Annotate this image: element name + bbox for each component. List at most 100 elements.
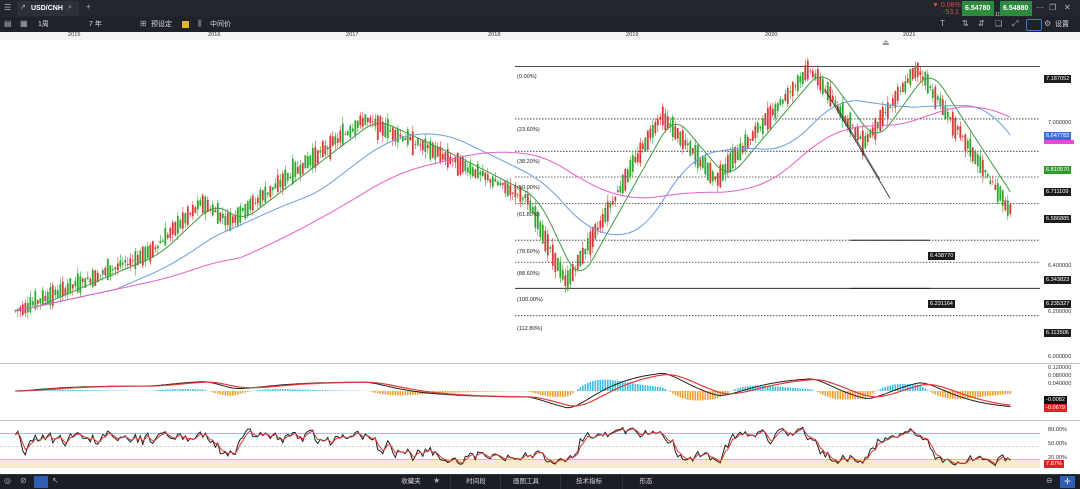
- candle: [607, 202, 609, 222]
- tab-favorites[interactable]: 收藏夹: [390, 475, 432, 489]
- candle: [927, 74, 929, 94]
- candle: [767, 108, 769, 130]
- candle: [637, 153, 639, 162]
- ask-button[interactable]: 6.54880: [1000, 1, 1032, 16]
- candle: [152, 241, 154, 257]
- candle: [854, 128, 856, 138]
- close-icon[interactable]: ✕: [1064, 2, 1071, 14]
- macd-histogram-bar: [470, 391, 472, 392]
- macd-histogram-bar: [670, 391, 672, 392]
- duplicate-icon[interactable]: ❏: [995, 18, 1002, 30]
- candle: [539, 222, 541, 237]
- zoom-out-icon[interactable]: ⊖: [1046, 475, 1053, 487]
- macd-histogram-bar: [187, 389, 189, 391]
- candle: [569, 269, 571, 285]
- interval-select[interactable]: 1周: [38, 19, 49, 30]
- macd-histogram-bar: [467, 391, 469, 392]
- panel-divider[interactable]: [0, 363, 1080, 364]
- macd-histogram-bar: [975, 391, 977, 398]
- candle: [959, 126, 961, 138]
- candle: [467, 168, 469, 173]
- candle: [684, 140, 686, 146]
- hamburger-icon[interactable]: ☰: [4, 2, 11, 14]
- pointer-icon[interactable]: ↖: [52, 475, 59, 487]
- macd-histogram-bar: [695, 391, 697, 401]
- macd-histogram-bar: [945, 391, 947, 398]
- y-tick: 50.00%: [1048, 441, 1067, 447]
- star-icon[interactable]: ★: [433, 475, 440, 487]
- candle: [742, 146, 744, 153]
- candle: [884, 112, 886, 113]
- lock-icon[interactable]: ⏏: [882, 38, 890, 47]
- tab-patterns[interactable]: 形态: [622, 475, 669, 489]
- candle: [314, 147, 316, 168]
- compare-icon[interactable]: ⇵: [978, 18, 985, 30]
- range-select[interactable]: 7 年: [89, 19, 102, 30]
- candle: [929, 86, 931, 88]
- candle: [357, 121, 359, 128]
- macd-histogram-bar: [170, 389, 172, 391]
- macd-histogram-bar: [382, 391, 384, 394]
- tab-timeframe[interactable]: 时间段: [450, 475, 501, 489]
- fit-icon[interactable]: ✛: [1060, 476, 1075, 488]
- macd-histogram-bar: [337, 390, 339, 391]
- tab-drawing-tools[interactable]: 画图工具: [500, 475, 551, 489]
- expand-icon[interactable]: ⤢: [1012, 18, 1018, 30]
- candle: [807, 61, 809, 80]
- panel-divider[interactable]: [0, 420, 1080, 421]
- preset-button[interactable]: 预设定: [151, 19, 172, 30]
- macd-histogram-bar: [987, 391, 989, 396]
- candle: [387, 119, 389, 138]
- candle: [774, 104, 776, 118]
- tab-indicators[interactable]: 技术指标: [560, 475, 617, 489]
- macd-histogram-bar: [372, 391, 374, 392]
- macd-histogram-bar: [1010, 391, 1012, 394]
- add-tab-icon[interactable]: +: [86, 1, 91, 13]
- macd-histogram-bar: [837, 391, 839, 399]
- y-tick: 6.200000: [1048, 309, 1071, 315]
- restore-window-icon[interactable]: ❐: [1049, 2, 1056, 14]
- bid-button[interactable]: 6.54780: [962, 1, 994, 16]
- macd-histogram-bar: [937, 391, 939, 396]
- more-icon[interactable]: ⋯: [1036, 2, 1044, 14]
- candle: [567, 271, 569, 290]
- candle: [317, 150, 319, 163]
- layout-icon[interactable]: ▤: [4, 18, 12, 30]
- macd-histogram-bar: [272, 389, 274, 391]
- no-draw-icon[interactable]: ⊘: [20, 475, 27, 487]
- candle: [197, 201, 199, 210]
- candle: [892, 98, 894, 106]
- candle: [517, 195, 519, 196]
- chart-area[interactable]: ⏏ (0.00%) (23.60%) (38.20%) (50.00%) (61…: [0, 40, 1080, 474]
- search-icon[interactable]: ⌕: [68, 2, 72, 14]
- text-tool-icon[interactable]: T: [940, 18, 945, 30]
- candle: [592, 227, 594, 247]
- macd-histogram-bar: [777, 387, 779, 391]
- macd-histogram-bar: [455, 391, 457, 393]
- macd-histogram-bar: [782, 387, 784, 391]
- macd-histogram-bar: [57, 389, 59, 391]
- macd-histogram-bar: [570, 391, 572, 395]
- candle: [407, 129, 409, 145]
- pencil-icon[interactable]: [34, 476, 48, 488]
- candle: [104, 268, 106, 276]
- candle: [192, 205, 194, 216]
- macd-histogram-bar: [462, 391, 464, 392]
- gear-icon[interactable]: ⚙: [1044, 18, 1051, 30]
- candle: [304, 155, 306, 168]
- candle: [699, 159, 701, 166]
- grid-icon[interactable]: ▦: [20, 18, 28, 30]
- macd-histogram-bar: [645, 385, 647, 391]
- price-chart[interactable]: [0, 40, 1080, 474]
- macd-histogram-bar: [280, 389, 282, 391]
- macd-histogram-bar: [840, 391, 842, 399]
- crosshair-icon[interactable]: ◎: [4, 475, 11, 487]
- candle: [339, 131, 341, 143]
- symbol-tab[interactable]: ↗ USD/CNH ⌕: [17, 1, 79, 16]
- price-mode-button[interactable]: 中间价: [210, 19, 231, 30]
- indicator-icon[interactable]: ⇅: [962, 18, 969, 30]
- link-icon[interactable]: [1026, 19, 1042, 31]
- candle: [629, 160, 631, 176]
- settings-button[interactable]: 设置: [1055, 19, 1069, 30]
- candle: [634, 157, 636, 163]
